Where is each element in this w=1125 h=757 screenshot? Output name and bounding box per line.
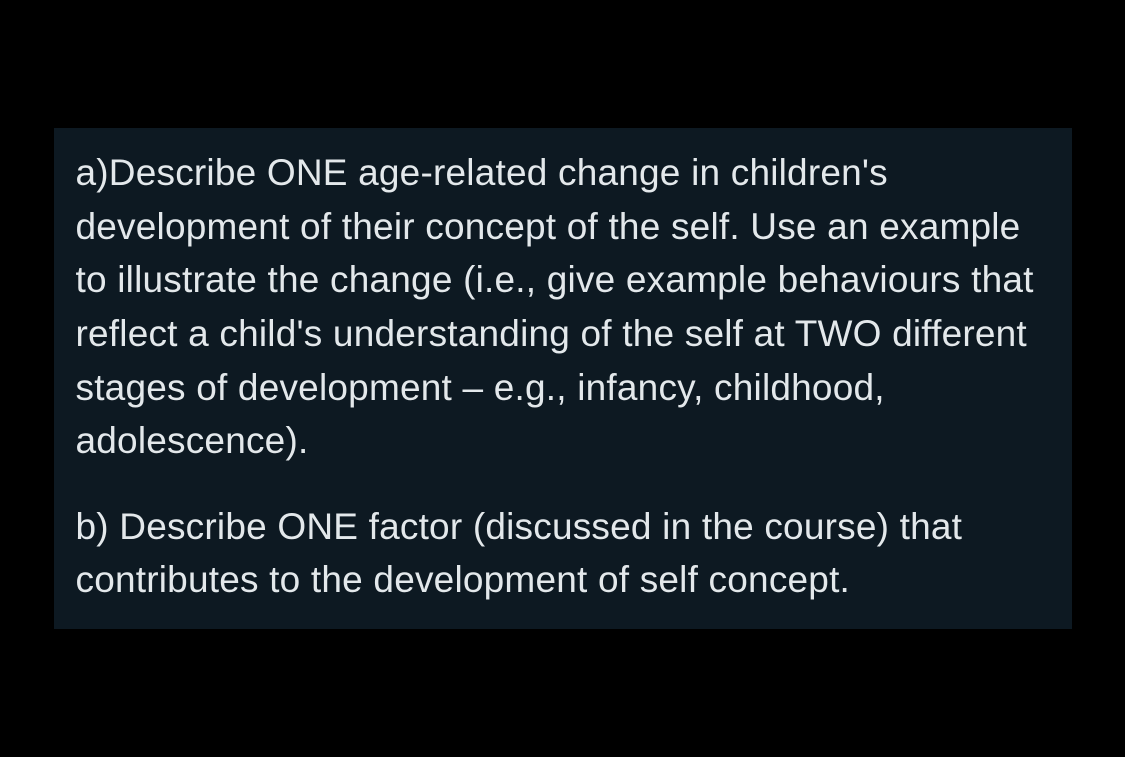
document-content: a)Describe ONE age-related change in chi… bbox=[54, 128, 1072, 629]
question-a-text: a)Describe ONE age-related change in chi… bbox=[76, 146, 1050, 468]
question-b-text: b) Describe ONE factor (discussed in the… bbox=[76, 500, 1050, 607]
